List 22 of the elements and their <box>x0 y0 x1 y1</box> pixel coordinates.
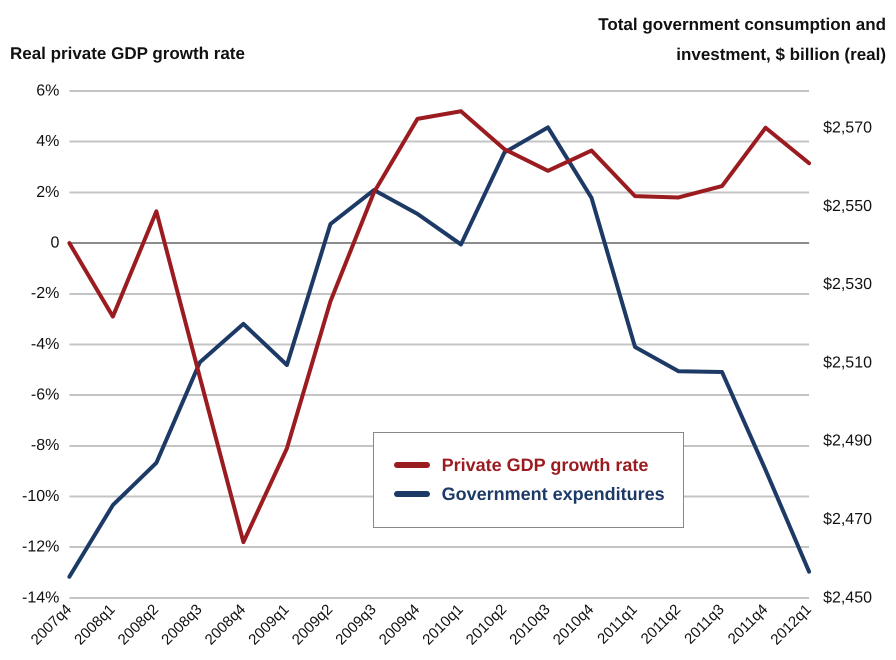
y2-tick-label: $2,530 <box>823 276 872 294</box>
y-tick-label: -8% <box>30 437 60 454</box>
y-axis-title: Real private GDP growth rate <box>10 44 245 64</box>
y-tick-label: -6% <box>30 386 60 404</box>
y2-tick-label: $2,510 <box>823 354 872 372</box>
y-tick-label: 0 <box>50 234 60 252</box>
y2-tick-label: $2,570 <box>823 120 872 137</box>
y2-tick-label: $2,550 <box>823 198 872 215</box>
y-tick-label: 4% <box>36 133 60 150</box>
y-tick-label: -12% <box>22 538 60 556</box>
y-tick-label: -10% <box>22 488 60 505</box>
y-tick-label: -4% <box>30 336 60 353</box>
legend-label: Government expenditures <box>442 484 665 505</box>
y2-tick-label: $2,470 <box>823 511 872 528</box>
y-tick-label: 2% <box>36 184 60 201</box>
legend-label: Private GDP growth rate <box>442 454 648 476</box>
y2-tick-label: $2,490 <box>823 432 872 450</box>
y-tick-label: -14% <box>22 589 60 606</box>
y-tick-label: -2% <box>30 285 60 302</box>
y2-axis-title: Total government consumption and investment, $ billion (real) <box>597 14 886 66</box>
y-tick-label: 6% <box>36 82 60 100</box>
y2-tick-label: $2,450 <box>823 589 872 606</box>
